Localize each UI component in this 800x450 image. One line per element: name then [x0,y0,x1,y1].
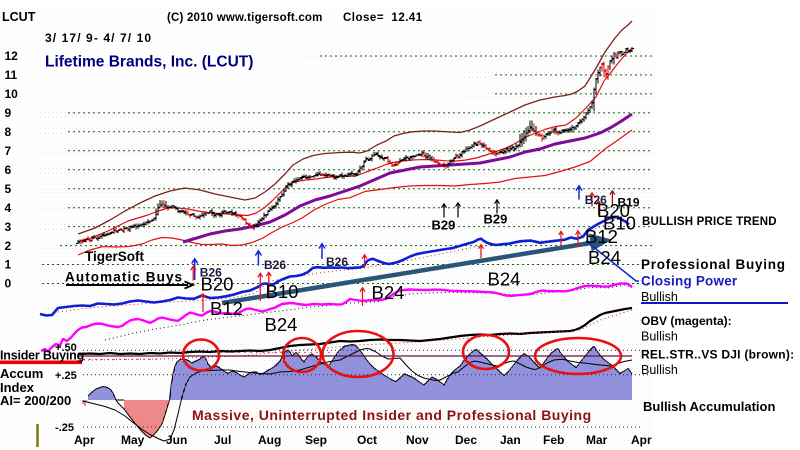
svg-text:Bullish: Bullish [641,330,678,344]
svg-text:Close= 12.41: Close= 12.41 [343,12,423,24]
svg-text:Oct: Oct [357,433,377,447]
svg-text:Jun: Jun [166,433,187,447]
svg-text:Jan: Jan [500,433,521,447]
svg-text:Sep: Sep [305,433,327,447]
svg-text:B19: B19 [618,196,640,210]
svg-text:B10: B10 [603,213,636,234]
svg-text:10: 10 [5,87,19,101]
svg-text:AI= 200/200: AI= 200/200 [0,393,71,408]
svg-text:B10: B10 [266,281,299,302]
svg-text:+.25: +.25 [55,370,77,382]
svg-text:REL.STR..VS DJI (brown):: REL.STR..VS DJI (brown): [641,348,794,362]
svg-text:Feb: Feb [543,433,564,447]
svg-text:Mar: Mar [586,433,608,447]
svg-text:B24: B24 [588,247,621,268]
svg-text:B24: B24 [372,282,405,303]
svg-text:4: 4 [5,201,12,215]
svg-text:B20: B20 [597,200,630,221]
svg-text:Accum: Accum [0,366,43,381]
svg-text:B12: B12 [585,226,618,247]
svg-text:B26: B26 [264,258,286,272]
svg-text:B24: B24 [265,314,298,335]
svg-text:B26: B26 [326,255,348,269]
svg-text:TigerSoft: TigerSoft [85,249,145,264]
svg-text:Lifetime Brands, Inc. (LCUT): Lifetime Brands, Inc. (LCUT) [45,54,253,71]
svg-text:Bullish: Bullish [641,363,678,377]
svg-text:B20: B20 [201,274,234,295]
svg-text:11: 11 [5,68,18,82]
svg-text:1: 1 [5,258,12,272]
svg-text:Aug: Aug [258,433,281,447]
svg-text:5: 5 [5,182,12,196]
svg-text:May: May [121,433,145,447]
svg-text:Massive, Uninterrupted Insider: Massive, Uninterrupted Insider and Profe… [192,407,592,423]
svg-text:OBV (magenta):: OBV (magenta): [641,314,732,328]
svg-text:Apr: Apr [74,433,95,447]
svg-text:Professional Buying: Professional Buying [641,257,786,272]
svg-text:6: 6 [5,163,12,177]
svg-text:9: 9 [5,106,12,120]
svg-text:+.50: +.50 [55,342,77,354]
svg-text:Dec: Dec [455,433,477,447]
svg-text:Bullish Accumulation: Bullish Accumulation [643,399,775,414]
svg-text:Nov: Nov [406,433,429,447]
svg-text:B29: B29 [484,212,508,227]
svg-text:0: 0 [5,277,12,291]
svg-text:Automatic Buys: Automatic Buys [65,270,183,285]
svg-text:3/ 17/ 9- 4/ 7/ 10: 3/ 17/ 9- 4/ 7/ 10 [45,31,152,45]
svg-text:Index: Index [0,380,35,395]
svg-text:7: 7 [5,144,12,158]
svg-text:Insider Buying: Insider Buying [0,349,84,363]
svg-text:-.25: -.25 [55,422,74,434]
svg-text:(C) 2010 www.tigersoft.com: (C) 2010 www.tigersoft.com [167,12,323,24]
svg-text:Closing Power: Closing Power [641,274,738,289]
svg-text:Apr: Apr [631,433,652,447]
svg-text:8: 8 [5,125,12,139]
svg-text:B26: B26 [200,265,222,279]
svg-text:2: 2 [5,239,12,253]
svg-text:B29: B29 [432,218,456,233]
svg-text:BULLISH PRICE TREND: BULLISH PRICE TREND [642,216,777,228]
svg-text:LCUT: LCUT [2,10,36,24]
svg-text:Jul: Jul [214,433,231,447]
svg-text:12: 12 [5,49,19,63]
svg-text:3: 3 [5,220,12,234]
svg-text:Bullish: Bullish [641,290,678,304]
svg-text:B12: B12 [210,298,243,319]
svg-text:B26: B26 [585,193,607,207]
svg-text:B24: B24 [488,269,521,290]
